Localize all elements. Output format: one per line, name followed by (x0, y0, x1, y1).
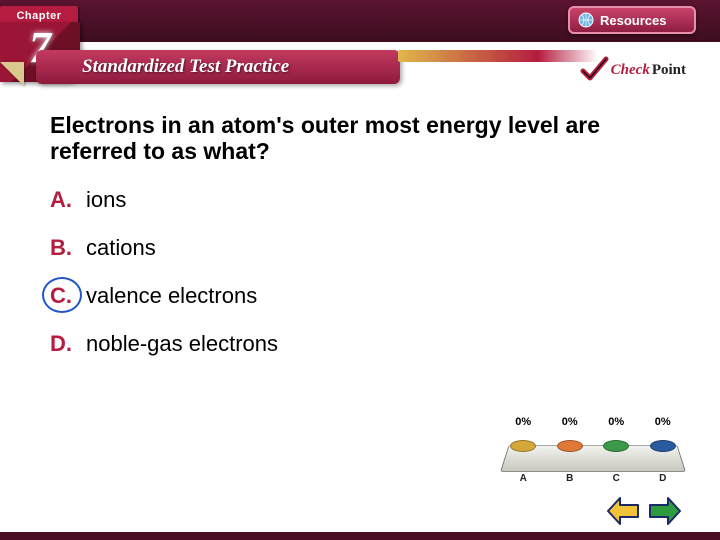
option-letter: B. (50, 235, 86, 261)
poll-percent-row: 0% 0% 0% 0% (500, 416, 686, 428)
poll-labels-row: A B C D (500, 473, 686, 484)
poll-percent: 0% (562, 416, 578, 428)
option-letter: C. (50, 283, 86, 309)
section-banner: Standardized Test Practice (36, 50, 400, 84)
poll-chip-c[interactable] (603, 440, 629, 452)
page-curl-icon (0, 62, 24, 86)
prev-arrow-button[interactable] (606, 496, 640, 526)
poll-widget: 0% 0% 0% 0% A B C D (500, 416, 686, 482)
option-b[interactable]: B.cations (50, 235, 660, 261)
bottom-bar (0, 532, 720, 540)
question-text: Electrons in an atom's outer most energy… (50, 112, 660, 165)
selection-circle-icon (42, 277, 82, 313)
poll-percent: 0% (655, 416, 671, 428)
checkpoint-logo: CheckPoint (579, 55, 686, 85)
poll-percent: 0% (608, 416, 624, 428)
option-text: noble-gas electrons (86, 331, 278, 357)
option-letter: A. (50, 187, 86, 213)
poll-label: C (613, 473, 620, 484)
option-letter: D. (50, 331, 86, 357)
checkmark-icon (579, 55, 609, 85)
poll-label: A (520, 473, 527, 484)
option-text: ions (86, 187, 126, 213)
resources-globe-icon (578, 12, 594, 28)
poll-chip-b[interactable] (557, 440, 583, 452)
resources-label: Resources (600, 13, 666, 28)
option-c[interactable]: C.valence electrons (50, 283, 660, 309)
poll-chips-row (500, 440, 686, 452)
options-list: A.ionsB.cationsC.valence electronsD.nobl… (50, 187, 660, 357)
resources-button[interactable]: Resources (568, 6, 696, 34)
poll-label: D (659, 473, 666, 484)
checkpoint-point-text: Point (652, 62, 686, 79)
content-area: Electrons in an atom's outer most energy… (50, 112, 660, 379)
option-a[interactable]: A.ions (50, 187, 660, 213)
chapter-label: Chapter (16, 10, 61, 22)
option-d[interactable]: D.noble-gas electrons (50, 331, 660, 357)
poll-percent: 0% (515, 416, 531, 428)
poll-chip-d[interactable] (650, 440, 676, 452)
option-text: valence electrons (86, 283, 257, 309)
option-text: cations (86, 235, 156, 261)
checkpoint-check-text: Check (611, 62, 650, 79)
poll-label: B (566, 473, 573, 484)
section-title: Standardized Test Practice (82, 56, 289, 78)
poll-chip-a[interactable] (510, 440, 536, 452)
next-arrow-button[interactable] (648, 496, 682, 526)
banner-tail (398, 50, 598, 62)
nav-arrows (606, 496, 682, 526)
